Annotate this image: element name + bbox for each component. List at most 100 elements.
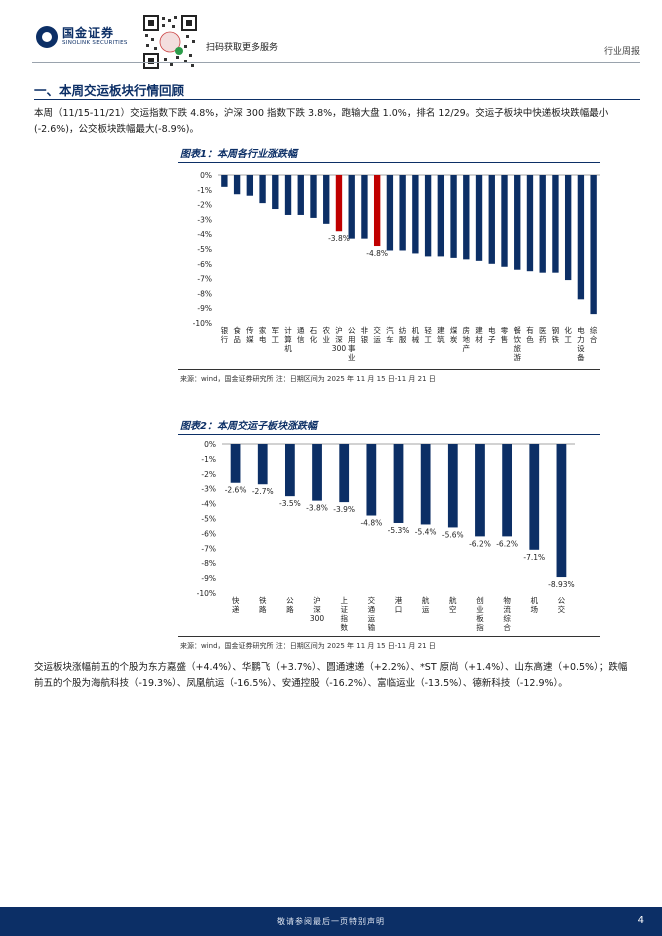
bar-data-label: -7.1% — [523, 553, 545, 562]
y-tick-label: -3% — [197, 215, 212, 224]
y-tick-label: -6% — [197, 260, 212, 269]
stocks-paragraph: 交运板块涨幅前五的个股为东方嘉盛（+4.4%）、华鹏飞（+3.7%）、圆通速递（… — [34, 662, 628, 689]
bar-data-label: -6.2% — [496, 539, 518, 548]
footer-disclaimer: 敬请参阅最后一页特别声明 — [277, 917, 385, 926]
y-tick-label: -7% — [201, 544, 216, 553]
bar-series — [437, 175, 445, 257]
x-category-label: 铁路 — [259, 595, 267, 614]
bar-series — [233, 175, 241, 195]
bar-series — [221, 175, 228, 187]
x-category-label: 交通运输 — [368, 595, 376, 632]
x-category-label: 房地产 — [463, 325, 471, 353]
x-category-label: 通信 — [297, 325, 305, 344]
bar-data-label: -5.6% — [442, 530, 464, 539]
bar-data-label: -3.8% — [328, 234, 350, 243]
bar-series — [348, 175, 355, 239]
x-category-label: 建筑 — [437, 325, 445, 344]
figure1-source: 来源：wind，国金证券研究所 注：日期区间为 2025 年 11 月 15 日… — [180, 375, 436, 383]
bar-series — [463, 175, 470, 260]
bar-series — [312, 444, 322, 501]
bar-series — [257, 444, 268, 485]
bar-series — [297, 175, 304, 215]
bar-series — [488, 175, 495, 264]
bar-series — [424, 175, 432, 257]
y-tick-label: -2% — [201, 470, 216, 479]
x-category-label: 化工 — [564, 325, 572, 344]
x-category-label: 航运 — [422, 595, 430, 614]
y-tick-label: -1% — [197, 186, 212, 195]
x-category-label: 计算机 — [284, 325, 292, 353]
x-category-label: 建材 — [475, 325, 483, 344]
x-category-label: 有色 — [526, 325, 534, 344]
section-divider — [34, 99, 640, 100]
intro-paragraph: 本周（11/15-11/21）交运指数下跌 4.8%，沪深 300 指数下跌 3… — [34, 108, 609, 135]
bar-series — [386, 175, 394, 251]
bar-data-label: -4.8% — [360, 519, 382, 528]
bar-series — [230, 444, 241, 483]
bar-series — [529, 444, 540, 550]
y-tick-label: -10% — [197, 589, 216, 598]
figure2-top-rule — [178, 434, 600, 435]
x-category-label: 沪深 300 — [332, 325, 347, 353]
x-category-label: 航空 — [449, 595, 457, 614]
x-category-label: 快递 — [232, 595, 240, 614]
x-category-label: 交运 — [373, 325, 381, 344]
y-tick-label: -3% — [201, 485, 216, 494]
x-category-label: 汽车 — [386, 325, 394, 344]
bar-series — [590, 175, 597, 315]
y-tick-label: -9% — [201, 574, 216, 583]
bar-series — [399, 175, 406, 251]
report-type: 行业周报 — [603, 47, 640, 57]
x-category-label: 石化 — [310, 326, 318, 344]
x-category-label: 农业 — [322, 325, 330, 344]
x-category-label: 电子 — [488, 325, 496, 344]
x-category-label: 轻工 — [424, 325, 432, 344]
y-tick-label: -8% — [197, 289, 212, 298]
y-tick-label: -8% — [201, 559, 216, 568]
bar-data-label: -3.8% — [306, 504, 328, 513]
bar-data-label: -4.8% — [366, 249, 388, 258]
figure2-title: 图表2：本周交运子板块涨跌幅 — [180, 421, 317, 432]
bar-data-label: -3.5% — [279, 499, 301, 508]
bar-data-label: -5.4% — [415, 527, 437, 536]
x-category-label: 机械 — [412, 325, 420, 344]
y-tick-label: -5% — [201, 515, 216, 524]
x-category-label: 创业板指 — [476, 595, 484, 632]
qr-code-icon[interactable] — [142, 14, 198, 70]
y-tick-label: -1% — [201, 455, 216, 464]
x-category-label: 餐饮旅游 — [513, 326, 521, 362]
y-tick-label: 0% — [200, 171, 212, 180]
bar-series — [420, 444, 431, 525]
header-divider — [32, 62, 640, 63]
bar-series — [447, 444, 458, 528]
bar-series — [501, 175, 508, 267]
x-category-label: 公路 — [286, 596, 294, 614]
x-category-label: 港口 — [395, 595, 403, 614]
bar-series — [539, 175, 546, 273]
x-category-label: 电力设备 — [577, 325, 585, 362]
bar-series — [475, 444, 485, 537]
x-category-label: 纺服 — [399, 325, 407, 344]
x-category-label: 物流综合 — [503, 595, 511, 632]
x-category-label: 上证指数 — [340, 596, 348, 632]
bar-data-label: -8.93% — [548, 580, 575, 589]
bar-highlight — [373, 175, 381, 247]
figure1-title: 图表1：本周各行业涨跌幅 — [180, 149, 297, 160]
bar-series — [339, 444, 350, 503]
bar-data-label: -3.9% — [333, 505, 355, 514]
bar-series — [412, 175, 419, 254]
y-tick-label: -4% — [197, 230, 212, 239]
bar-highlight — [335, 175, 343, 232]
bar-series — [514, 175, 521, 270]
y-tick-label: -6% — [201, 529, 216, 538]
bar-series — [502, 444, 513, 537]
bar-series — [246, 175, 254, 196]
x-category-label: 传媒 — [246, 325, 254, 344]
bar-series — [259, 175, 266, 204]
bar-data-label: -6.2% — [469, 539, 491, 548]
x-category-label: 医药 — [539, 326, 547, 344]
bar-data-label: -2.7% — [252, 487, 274, 496]
y-tick-label: 0% — [204, 440, 216, 449]
bar-series — [284, 175, 292, 215]
